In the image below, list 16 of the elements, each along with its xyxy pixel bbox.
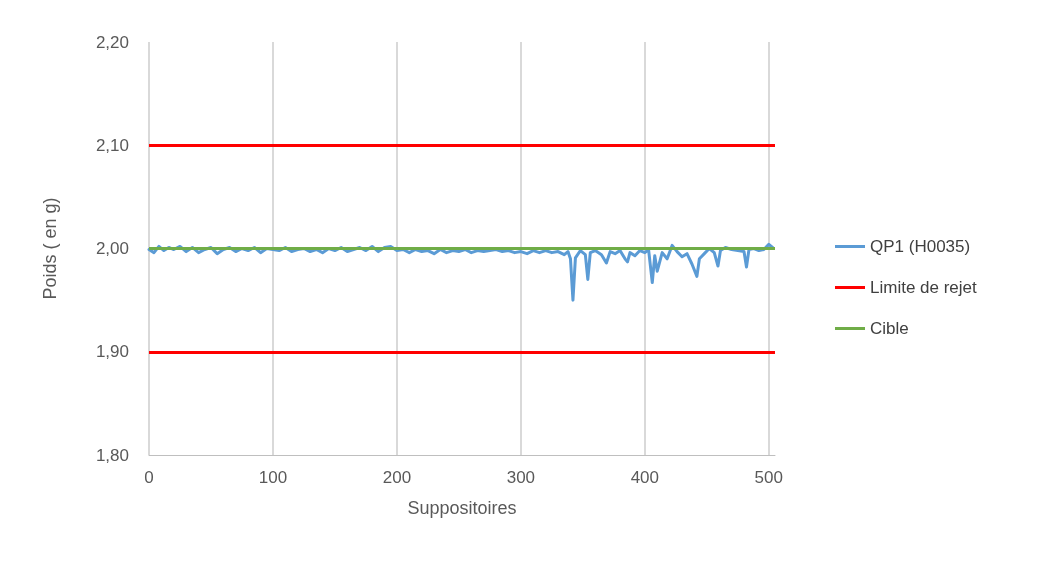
- x-tick-label: 200: [382, 468, 412, 487]
- x-tick-label: 0: [144, 468, 154, 487]
- y-tick-label: 1,80: [95, 445, 129, 465]
- y-tick-label: 2,10: [95, 135, 129, 155]
- legend-label: Limite de rejet: [870, 278, 978, 297]
- y-tick-label: 2,20: [95, 32, 129, 52]
- x-tick-label: 100: [258, 468, 288, 487]
- x-axis-title: Suppositoires: [407, 498, 517, 518]
- legend-label: Cible: [870, 319, 909, 338]
- legend-label: QP1 (H0035): [870, 237, 971, 256]
- x-tick-label: 400: [630, 468, 660, 487]
- y-tick-label: 2,00: [95, 239, 129, 258]
- x-tick-label: 300: [506, 468, 536, 487]
- y-tick-label: 1,90: [95, 342, 129, 362]
- y-axis-title: Poids ( en g): [40, 197, 60, 300]
- x-tick-label: 500: [754, 468, 783, 487]
